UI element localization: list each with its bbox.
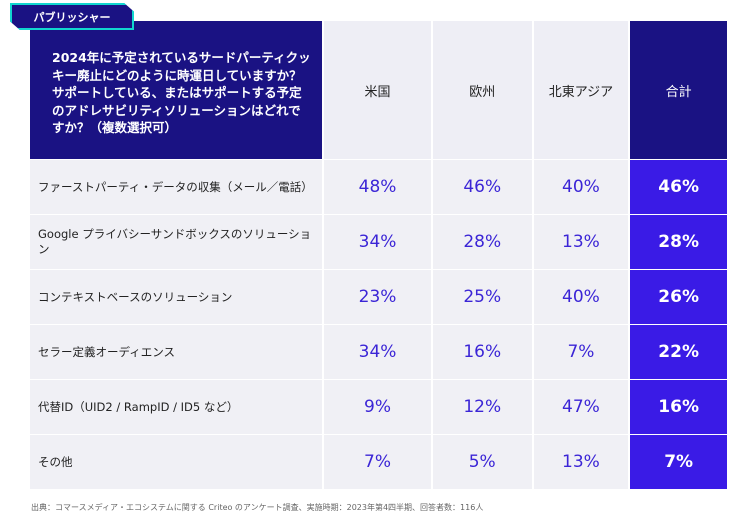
- value-europe: 16%: [432, 325, 532, 379]
- value-us: 48%: [324, 160, 431, 214]
- value-ne-asia: 13%: [533, 435, 629, 489]
- value-total: 28%: [630, 215, 728, 269]
- row-label: その他: [30, 435, 323, 489]
- value-ne-asia: 40%: [533, 270, 629, 324]
- col-header-us: 米国: [324, 21, 431, 159]
- survey-table: 2024年に予定されているサードパーティクッキー廃止にどのように時運日しています…: [30, 21, 728, 489]
- value-ne-asia: 40%: [533, 160, 629, 214]
- row-label: ファーストパーティ・データの収集（メール／電話）: [30, 160, 323, 214]
- value-total: 16%: [630, 380, 728, 434]
- row-label: 代替ID（UID2 / RampID / ID5 など）: [30, 380, 323, 434]
- value-europe: 46%: [432, 160, 532, 214]
- value-ne-asia: 47%: [533, 380, 629, 434]
- table-row: セラー定義オーディエンス 34% 16% 7% 22%: [30, 324, 728, 379]
- col-header-europe: 欧州: [432, 21, 532, 159]
- value-total: 26%: [630, 270, 728, 324]
- value-total: 46%: [630, 160, 728, 214]
- value-ne-asia: 13%: [533, 215, 629, 269]
- value-europe: 12%: [432, 380, 532, 434]
- value-us: 7%: [324, 435, 431, 489]
- value-europe: 5%: [432, 435, 532, 489]
- row-label: Google プライバシーサンドボックスのソリューション: [30, 215, 323, 269]
- value-us: 34%: [324, 325, 431, 379]
- value-us: 23%: [324, 270, 431, 324]
- value-ne-asia: 7%: [533, 325, 629, 379]
- value-total: 22%: [630, 325, 728, 379]
- value-europe: 28%: [432, 215, 532, 269]
- table-header: 2024年に予定されているサードパーティクッキー廃止にどのように時運日しています…: [30, 21, 727, 159]
- question-header: 2024年に予定されているサードパーティクッキー廃止にどのように時運日しています…: [30, 21, 323, 159]
- row-label: コンテキストベースのソリューション: [30, 270, 323, 324]
- value-us: 34%: [324, 215, 431, 269]
- value-us: 9%: [324, 380, 431, 434]
- table-row: ファーストパーティ・データの収集（メール／電話） 48% 46% 40% 46%: [30, 159, 728, 214]
- source-footnote: 出典：コマースメディア・エコシステムに関する Criteo のアンケート調査、実…: [31, 503, 484, 512]
- table-row: コンテキストベースのソリューション 23% 25% 40% 26%: [30, 269, 728, 324]
- col-header-ne-asia: 北東アジア: [533, 21, 629, 159]
- table-row: 代替ID（UID2 / RampID / ID5 など） 9% 12% 47% …: [30, 379, 728, 434]
- value-total: 7%: [630, 435, 728, 489]
- row-label: セラー定義オーディエンス: [30, 325, 323, 379]
- col-header-total: 合計: [630, 21, 727, 159]
- publisher-tag: パブリッシャー: [10, 3, 134, 30]
- value-europe: 25%: [432, 270, 532, 324]
- table-row: Google プライバシーサンドボックスのソリューション 34% 28% 13%…: [30, 214, 728, 269]
- table-row: その他 7% 5% 13% 7%: [30, 434, 728, 489]
